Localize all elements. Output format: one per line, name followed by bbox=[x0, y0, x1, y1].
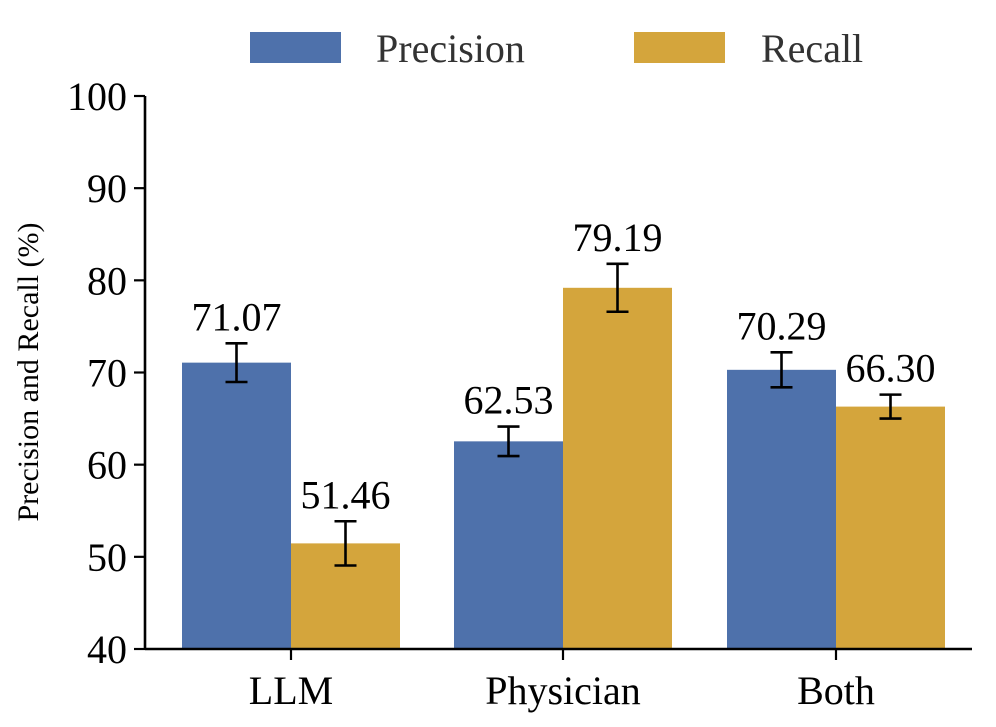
value-label-physician-precision: 62.53 bbox=[464, 378, 554, 423]
bar-physician-precision bbox=[454, 441, 563, 649]
value-labels-group: 71.07 51.46 62.53 79.19 70.29 66.30 bbox=[192, 215, 936, 517]
x-tick-label-llm: LLM bbox=[249, 668, 333, 713]
value-label-llm-recall: 51.46 bbox=[301, 472, 391, 517]
bar-llm-precision bbox=[182, 362, 291, 649]
bar-physician-recall bbox=[563, 287, 672, 649]
error-bar-llm-recall bbox=[334, 519, 357, 567]
y-tick-label-80: 80 bbox=[87, 258, 127, 303]
y-tick-label-100: 100 bbox=[67, 74, 127, 119]
error-bars-group bbox=[225, 262, 902, 567]
y-tick-label-40: 40 bbox=[87, 627, 127, 672]
legend-swatch-recall bbox=[634, 32, 725, 63]
x-tick-label-both: Both bbox=[797, 668, 875, 713]
legend-swatch-precision bbox=[250, 32, 341, 63]
legend-label-precision: Precision bbox=[376, 26, 525, 71]
value-label-llm-precision: 71.07 bbox=[192, 294, 282, 339]
y-tick-label-70: 70 bbox=[87, 351, 127, 396]
y-axis-title: Precision and Recall (%) bbox=[12, 222, 45, 521]
error-bar-both-recall bbox=[879, 393, 902, 420]
bar-both-recall bbox=[836, 406, 945, 649]
bars-group bbox=[182, 287, 945, 649]
error-bar-llm-precision bbox=[225, 341, 248, 384]
bar-both-precision bbox=[727, 369, 836, 649]
legend-label-recall: Recall bbox=[761, 26, 863, 71]
legend: Precision Recall bbox=[250, 26, 863, 71]
y-tick-label-90: 90 bbox=[87, 166, 127, 211]
y-tick-label-60: 60 bbox=[87, 443, 127, 488]
x-axis: LLM Physician Both bbox=[145, 647, 972, 713]
x-tick-label-physician: Physician bbox=[485, 668, 641, 713]
y-axis: 40 50 60 70 80 90 100 bbox=[67, 74, 147, 672]
error-bar-both-precision bbox=[770, 351, 793, 389]
y-tick-label-50: 50 bbox=[87, 535, 127, 580]
error-bar-physician-recall bbox=[606, 262, 629, 314]
value-label-both-recall: 66.30 bbox=[846, 346, 936, 391]
error-bar-physician-precision bbox=[497, 425, 520, 458]
value-label-physician-recall: 79.19 bbox=[573, 215, 663, 260]
value-label-both-precision: 70.29 bbox=[737, 303, 827, 348]
